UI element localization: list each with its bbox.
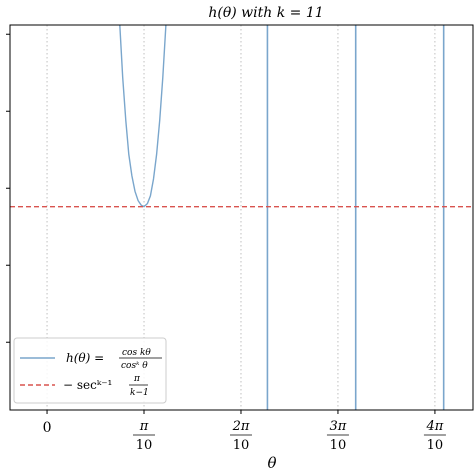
- x-axis-ticks: 0 π 10 2π 10 3π 10 4π 10: [43, 410, 446, 453]
- x-tick-label: 0: [43, 420, 52, 436]
- x-tick-label-denominator: 10: [427, 438, 444, 453]
- legend-box: [13, 337, 167, 404]
- y-axis-ticks: [6, 33, 10, 343]
- x-tick-label-denominator: 10: [136, 438, 153, 453]
- x-tick-label-numerator: 2π: [232, 419, 250, 434]
- series-1-curve: [119, 24, 167, 208]
- plot-area: [10, 24, 473, 410]
- x-tick-label-numerator: 4π: [426, 419, 444, 434]
- legend-entry-1-lhs: h(θ) =: [66, 351, 104, 365]
- legend-entry-2-lhs: − secᵏ⁻¹: [63, 378, 112, 392]
- legend-entry-2-num: π: [133, 374, 141, 384]
- x-axis-label: θ: [267, 454, 276, 472]
- legend-entry-2-den: k−1: [130, 388, 149, 398]
- legend-entry-1-den: cosᵏ θ: [121, 361, 148, 371]
- chart-title: h(θ) with k = 11: [208, 5, 323, 21]
- x-tick-label-denominator: 10: [233, 438, 250, 453]
- legend-entry-1-num: cos kθ: [122, 348, 151, 358]
- x-tick-label-denominator: 10: [330, 438, 347, 453]
- x-tick-label-numerator: π: [139, 419, 149, 434]
- x-tick-label-numerator: 3π: [330, 419, 347, 434]
- plot-frame: [9, 24, 474, 411]
- legend: h(θ) = cos kθ cosᵏ θ − secᵏ⁻¹ π k−1: [13, 337, 167, 404]
